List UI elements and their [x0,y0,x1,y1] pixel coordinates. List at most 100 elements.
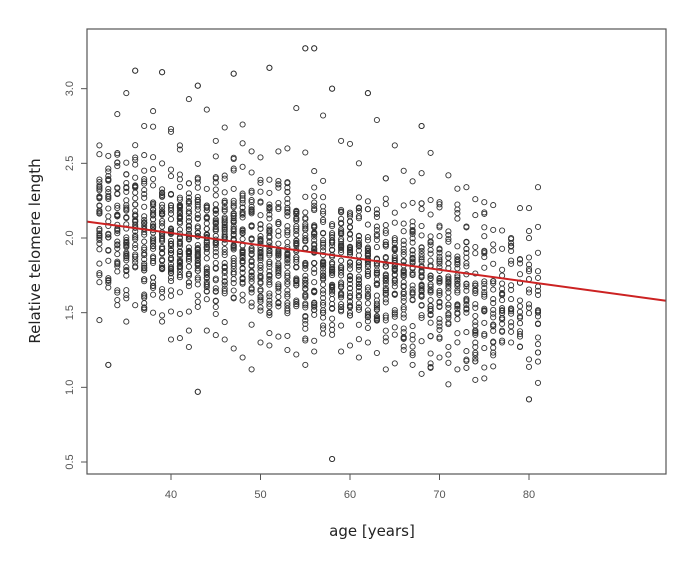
data-point [346,272,354,279]
data-point [150,175,157,183]
data-point [364,339,371,346]
data-point [355,247,362,254]
data-point [534,274,542,281]
data-point [132,154,139,161]
data-point [248,269,255,276]
data-point [185,279,192,286]
data-point [176,210,183,217]
x-axis-title: age [years] [329,522,415,540]
data-point [132,174,139,181]
data-point [96,246,103,253]
data-point [454,281,461,288]
data-point [141,276,148,283]
data-point [275,199,282,207]
data-point [105,230,112,237]
data-point [266,275,273,283]
data-point [427,272,434,279]
data-point [445,301,452,308]
data-point [346,302,354,309]
data-point [445,228,452,235]
data-point [320,287,327,294]
data-point [481,278,488,285]
data-point [418,247,425,254]
data-point [257,252,264,259]
data-point [141,244,148,251]
data-point [293,223,300,230]
data-point [472,250,479,257]
data-point [275,255,282,262]
data-point [96,193,103,200]
data-point [248,299,255,306]
data-point [132,253,139,260]
data-point [338,249,345,256]
data-point [346,140,354,147]
data-point [311,233,318,240]
data-point [338,294,345,301]
data-point [454,310,461,317]
data-point [96,225,103,233]
data-point [329,237,336,244]
data-point [490,278,497,285]
data-point [203,282,210,289]
data-point [141,252,148,259]
data-point [436,287,443,294]
data-point [338,301,345,308]
data-point [159,264,166,271]
data-point [239,297,246,304]
data-point [176,142,183,149]
data-point [221,206,228,213]
data-point [293,241,300,248]
data-point [427,363,434,371]
data-point [373,116,380,124]
data-point [516,271,524,278]
data-point [221,319,228,326]
data-point [516,331,524,338]
data-point [409,235,416,242]
data-point [346,259,354,266]
data-point [329,315,336,322]
data-point [364,287,371,294]
data-point [490,247,497,254]
data-point [96,185,103,192]
data-point [212,303,219,311]
data-point [257,179,264,186]
data-point [329,259,336,266]
data-point [96,270,103,277]
data-point [418,254,425,261]
data-point [391,283,398,290]
data-point [391,219,398,226]
data-point [266,330,273,337]
data-point [293,282,300,289]
data-point [418,206,425,213]
data-point [400,304,407,311]
data-point [257,339,264,346]
data-point [284,332,291,339]
data-point [96,151,103,158]
data-point [534,341,542,348]
data-point [230,167,237,174]
data-point [302,291,309,298]
data-point [257,280,264,287]
data-point [311,348,318,355]
data-point [355,262,362,269]
data-point [293,263,300,270]
data-point [320,258,327,265]
data-point [293,299,300,306]
data-point [141,216,148,223]
data-point [105,257,112,264]
data-point [176,212,183,220]
data-point [364,198,371,205]
data-point [96,182,103,189]
data-point [293,278,300,285]
data-point [105,205,112,212]
data-point [221,251,228,259]
data-point [338,283,345,290]
data-point [436,335,443,342]
data-point [382,334,389,341]
data-point [373,300,380,307]
data-point [445,381,452,388]
data-point [132,302,139,309]
data-point [167,278,175,285]
data-point [176,203,183,210]
data-point [346,209,354,216]
